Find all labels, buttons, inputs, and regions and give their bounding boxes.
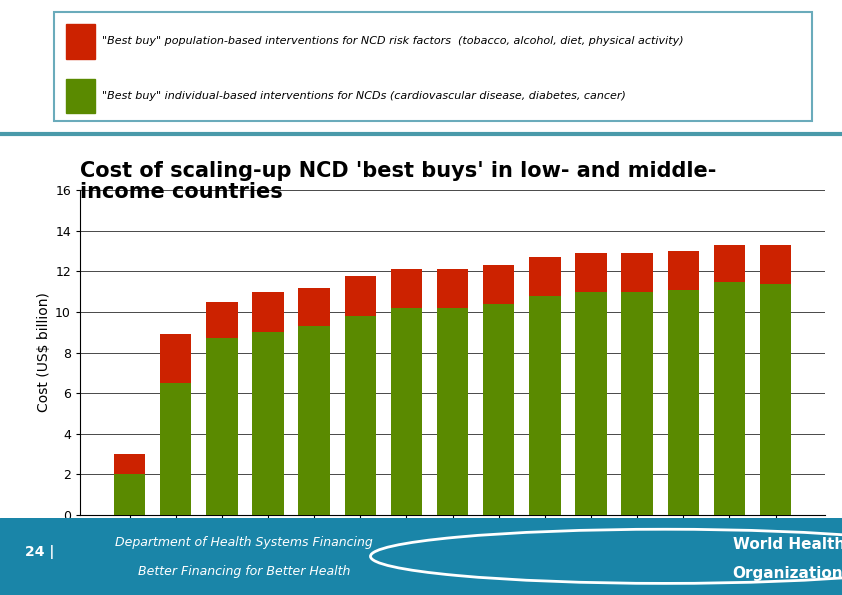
Bar (529, 257, 561, 296)
Bar (298, 287, 330, 326)
Bar (621, 253, 653, 292)
Bar (160, 383, 191, 515)
Text: "Best buy" population-based interventions for NCD risk factors  (tobacco, alcoho: "Best buy" population-based intervention… (102, 36, 684, 46)
Text: "Best buy" individual-based interventions for NCDs (cardiovascular disease, diab: "Best buy" individual-based intervention… (102, 91, 626, 101)
Bar (483, 304, 514, 515)
Bar (714, 281, 745, 515)
Bar (760, 284, 791, 515)
Bar (483, 265, 514, 304)
Y-axis label: Cost (US$ billion): Cost (US$ billion) (37, 293, 51, 412)
Bar (253, 292, 284, 332)
Text: World Health: World Health (733, 537, 842, 552)
Bar (668, 290, 699, 515)
Text: Cost of scaling-up NCD 'best buys' in low- and middle-: Cost of scaling-up NCD 'best buys' in lo… (80, 161, 717, 181)
Bar (391, 270, 422, 308)
Bar (575, 253, 607, 292)
Bar (437, 308, 468, 515)
Bar (160, 334, 191, 383)
Text: 24 |: 24 | (25, 546, 55, 559)
Text: Better Financing for Better Health: Better Financing for Better Health (138, 565, 350, 578)
Text: income countries: income countries (80, 182, 283, 202)
Bar (437, 270, 468, 308)
Bar (575, 292, 607, 515)
Bar (391, 308, 422, 515)
Bar (253, 332, 284, 515)
Bar (114, 474, 145, 515)
Bar (344, 316, 376, 515)
Text: Department of Health Systems Financing: Department of Health Systems Financing (115, 536, 373, 549)
Bar (206, 302, 237, 339)
Bar (66, 24, 95, 59)
Bar (298, 326, 330, 515)
Bar (668, 251, 699, 290)
Bar (66, 79, 95, 113)
Bar (760, 245, 791, 284)
Bar (114, 454, 145, 474)
Text: Organization: Organization (733, 566, 842, 581)
Bar (206, 339, 237, 515)
Bar (344, 275, 376, 316)
Bar (529, 296, 561, 515)
Bar (621, 292, 653, 515)
Bar (714, 245, 745, 281)
FancyBboxPatch shape (54, 12, 812, 121)
